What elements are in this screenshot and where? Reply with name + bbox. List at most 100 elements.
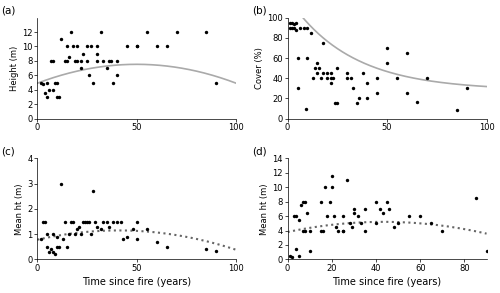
Point	[324, 71, 332, 76]
Point	[373, 76, 381, 81]
Point	[372, 199, 380, 204]
Point	[302, 199, 310, 204]
Text: (d): (d)	[252, 146, 266, 156]
Point	[304, 56, 312, 60]
Point	[89, 189, 97, 194]
Point	[394, 221, 402, 226]
Point	[93, 224, 101, 229]
Point	[346, 221, 354, 226]
Point	[317, 199, 325, 204]
Point	[47, 247, 55, 252]
Point	[359, 71, 367, 76]
Point	[113, 73, 121, 78]
Point	[202, 247, 210, 252]
Point	[314, 61, 322, 65]
Point	[107, 59, 115, 63]
Y-axis label: Mean ht (m): Mean ht (m)	[260, 183, 270, 235]
Point	[73, 59, 81, 63]
Point	[81, 219, 89, 224]
Point	[290, 214, 298, 219]
Point	[376, 207, 384, 211]
Point	[306, 228, 314, 233]
Point	[83, 44, 91, 49]
Point	[361, 207, 369, 211]
Point	[383, 199, 391, 204]
Point	[304, 210, 312, 215]
Point	[328, 71, 336, 76]
Point	[103, 66, 111, 70]
Point	[87, 232, 95, 236]
Point	[152, 44, 160, 49]
Point	[63, 244, 71, 249]
Point	[361, 228, 369, 233]
Point	[73, 44, 81, 49]
Point	[334, 66, 342, 70]
Text: (c): (c)	[2, 146, 15, 156]
Point	[93, 59, 101, 63]
Point	[292, 27, 300, 32]
Point	[353, 101, 361, 106]
Point	[438, 228, 446, 233]
Point	[113, 219, 121, 224]
Point	[65, 55, 73, 60]
Text: (b): (b)	[252, 6, 266, 16]
Point	[292, 246, 300, 251]
Point	[162, 44, 170, 49]
Point	[299, 228, 307, 233]
Point	[356, 221, 364, 226]
Point	[332, 101, 340, 106]
Point	[109, 80, 117, 85]
Point	[45, 87, 53, 92]
Point	[61, 219, 69, 224]
Point	[350, 86, 358, 91]
Point	[103, 219, 111, 224]
Point	[332, 225, 340, 229]
Point	[73, 227, 81, 231]
Point	[423, 76, 431, 81]
Point	[355, 96, 363, 101]
Point	[310, 76, 318, 81]
Point	[318, 76, 326, 81]
Point	[55, 244, 63, 249]
Point	[142, 30, 150, 34]
Point	[39, 82, 47, 86]
Point	[363, 81, 371, 86]
Point	[288, 25, 296, 30]
Point	[299, 199, 307, 204]
Point	[321, 185, 329, 190]
Point	[304, 25, 312, 30]
Point	[49, 250, 57, 254]
Point	[403, 51, 411, 55]
Point	[328, 185, 336, 190]
Point	[123, 234, 131, 239]
Point	[93, 51, 101, 56]
Y-axis label: Mean ht (m): Mean ht (m)	[15, 183, 24, 235]
Point	[294, 253, 302, 258]
X-axis label: Time since fire (years): Time since fire (years)	[332, 277, 442, 287]
X-axis label: Time since fire (years): Time since fire (years)	[82, 277, 192, 287]
Point	[378, 210, 386, 215]
Point	[77, 66, 85, 70]
Point	[51, 80, 59, 85]
Point	[142, 227, 150, 231]
Point	[344, 76, 351, 81]
Point	[99, 59, 107, 63]
Point	[288, 255, 296, 260]
Point	[53, 95, 61, 99]
Point	[132, 44, 140, 49]
Point	[61, 59, 69, 63]
Point	[390, 225, 398, 229]
Point	[348, 225, 356, 229]
Point	[416, 214, 424, 219]
Point	[39, 219, 47, 224]
Point	[405, 214, 413, 219]
Point	[286, 25, 294, 30]
Point	[326, 199, 334, 204]
Point	[373, 91, 381, 96]
Point	[41, 219, 49, 224]
Point	[348, 76, 356, 81]
Point	[93, 44, 101, 49]
Point	[119, 237, 127, 241]
Point	[350, 207, 358, 211]
Point	[97, 227, 105, 231]
